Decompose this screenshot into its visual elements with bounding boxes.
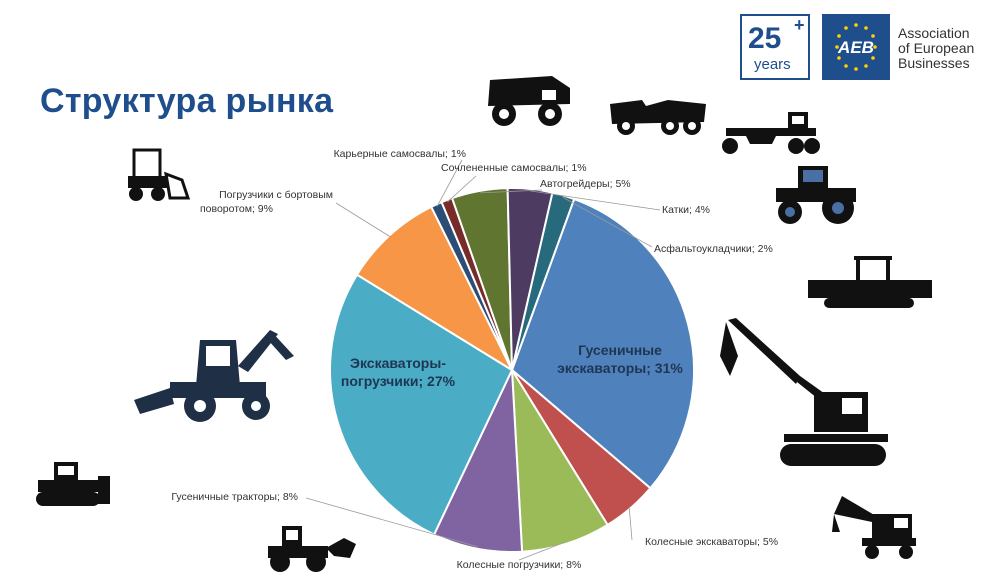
badge-plus: + [794,15,805,35]
slice-data-label: Колесные погрузчики; 8% [457,559,582,571]
label-leader-line [436,159,463,207]
label-leader-line [562,197,653,248]
pie-slice [432,369,524,553]
pie-slice [510,197,695,490]
label-leader-line [305,497,478,547]
slice-data-label: Колесные экскаваторы; 5% [645,536,778,548]
badge-years: years [754,56,791,73]
aeb-logo: 25 + years AEB Association of European B… [740,14,992,84]
organization-name: Association of European Businesses [898,26,974,71]
roller-icon [776,166,856,224]
asphalt-paver-icon [808,256,932,308]
org-name-line: Association [898,25,970,41]
slice-data-label: Гусеничные экскаваторы; 31% [557,342,683,376]
crawler-excavator-icon [720,318,888,466]
page-title: Структура рынка [40,82,334,120]
mining-dump-truck-icon [488,76,570,126]
label-leader-line [335,202,391,238]
25-years-badge: 25 + years [740,14,810,80]
slice-data-label: Асфальтоукладчики; 2% [654,243,773,255]
wheeled-excavator-icon [832,496,916,559]
org-name-line: Businesses [898,55,970,71]
backhoe-loader-icon [134,330,294,422]
articulated-dump-truck-icon [610,100,706,135]
badge-number: 25 [748,22,782,55]
slice-data-label: Катки; 4% [662,204,710,216]
org-name-line: of European [898,40,975,56]
aeb-brand-text: AEB [837,38,874,57]
slice-data-label: Экскаваторы-погрузчики; 27% [341,355,456,389]
pie-slice [355,205,515,373]
motor-grader-icon [722,112,820,154]
label-leader-line [529,190,661,211]
slice-data-label: Гусеничные тракторы; 8% [171,491,298,503]
label-leader-line [479,189,543,194]
slice-data-label: Погрузчики с бортовым поворотом; 9% [200,189,333,215]
label-leader-line [518,541,567,561]
skid-steer-loader-icon [128,148,191,201]
slice-data-label: Автогрейдеры; 5% [540,178,631,190]
label-leader-line [447,175,477,203]
pie-slice [329,273,514,536]
aeb-emblem: AEB [822,14,890,80]
crawler-tractor-icon [36,462,110,506]
wheel-loader-icon [268,526,356,572]
label-leader-line [628,506,633,541]
pie-slice [511,369,609,553]
slice-data-label: Карьерные самосвалы; 1% [334,148,466,160]
slice-data-label: Сочлененные самосвалы; 1% [441,162,587,174]
